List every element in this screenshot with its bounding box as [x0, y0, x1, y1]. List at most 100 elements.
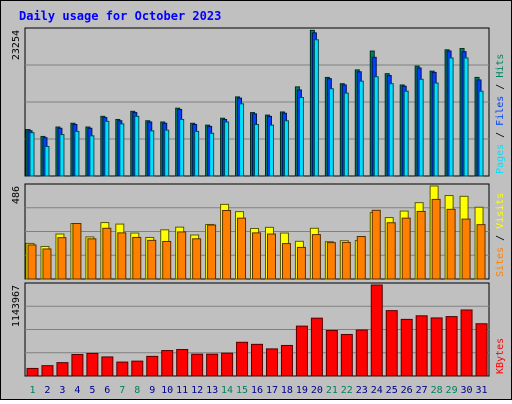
- x-tick-label-19: 19: [296, 385, 308, 396]
- bar-sites-day-23: [356, 236, 366, 280]
- bar-sites-day-31: [476, 224, 486, 280]
- chart-title: Daily usage for October 2023: [19, 9, 221, 23]
- bar-kbytes-day-21: [325, 329, 338, 377]
- x-tick-label-26: 26: [401, 385, 413, 396]
- middle-ymax-label: 486: [11, 186, 22, 204]
- bar-pages-day-6: [104, 120, 110, 177]
- bar-pages-day-16: [254, 124, 260, 177]
- bar-kbytes-day-10: [161, 350, 174, 377]
- x-tick-label-16: 16: [251, 385, 263, 396]
- bar-kbytes-day-24: [370, 284, 383, 377]
- bar-kbytes-day-14: [221, 352, 234, 377]
- bar-pages-day-20: [313, 39, 319, 177]
- x-tick-label-28: 28: [431, 385, 443, 396]
- bar-sites-day-30: [461, 218, 471, 280]
- bar-kbytes-day-26: [400, 318, 413, 377]
- bar-pages-day-12: [194, 130, 200, 177]
- bar-kbytes-day-19: [295, 325, 308, 377]
- bar-pages-day-22: [343, 92, 349, 177]
- bar-sites-day-28: [431, 198, 441, 280]
- bar-sites-day-3: [57, 237, 67, 280]
- bar-kbytes-day-23: [355, 329, 368, 377]
- bar-kbytes-day-13: [206, 353, 219, 377]
- bar-pages-day-7: [119, 123, 125, 177]
- bar-pages-day-28: [433, 82, 439, 177]
- bar-pages-day-26: [403, 90, 409, 177]
- bar-pages-day-24: [373, 76, 379, 177]
- bar-sites-day-21: [326, 242, 336, 280]
- x-tick-label-25: 25: [386, 385, 398, 396]
- x-tick-label-17: 17: [266, 385, 278, 396]
- x-tick-label-27: 27: [416, 385, 428, 396]
- bar-kbytes-day-20: [310, 317, 323, 377]
- x-tick-label-9: 9: [149, 385, 155, 396]
- x-tick-label-13: 13: [206, 385, 218, 396]
- bar-sites-day-22: [341, 241, 351, 280]
- legend-kbytes: KBytes: [495, 338, 506, 374]
- bar-kbytes-day-1: [26, 367, 39, 377]
- bar-kbytes-day-2: [41, 365, 54, 377]
- bar-kbytes-day-5: [86, 352, 99, 377]
- panel-top: 23254 Pages / Files / Hits: [11, 27, 506, 177]
- bar-pages-day-17: [268, 124, 274, 177]
- bar-sites-day-17: [266, 233, 276, 280]
- bar-sites-day-25: [386, 222, 396, 280]
- bar-pages-day-21: [328, 88, 334, 177]
- bar-sites-day-5: [87, 238, 97, 280]
- legend-sites: Sites: [495, 247, 506, 277]
- bar-sites-day-6: [102, 227, 112, 280]
- x-tick-label-10: 10: [161, 385, 173, 396]
- bar-pages-day-10: [164, 129, 170, 177]
- bar-kbytes-day-3: [56, 362, 69, 377]
- middle-legend: Sites / Visits: [495, 193, 506, 277]
- bar-kbytes-day-9: [146, 355, 159, 377]
- x-tick-label-21: 21: [326, 385, 338, 396]
- bottom-ymax-label: 1143967: [11, 285, 22, 327]
- bar-pages-day-3: [59, 134, 65, 177]
- x-tick-label-24: 24: [371, 385, 383, 396]
- bar-pages-day-29: [448, 57, 454, 177]
- bar-kbytes-day-16: [251, 343, 264, 377]
- bar-sites-day-4: [72, 223, 82, 280]
- bar-pages-day-23: [358, 80, 364, 177]
- bar-kbytes-day-22: [340, 333, 353, 377]
- top-legend-separator: /: [495, 78, 506, 96]
- bar-kbytes-day-25: [385, 310, 398, 377]
- bar-kbytes-day-7: [116, 361, 129, 377]
- x-tick-label-1: 1: [29, 385, 35, 396]
- bar-pages-day-19: [298, 97, 304, 177]
- bar-pages-day-2: [44, 145, 50, 177]
- x-tick-label-30: 30: [461, 385, 473, 396]
- top-ymax-label: 23254: [11, 30, 22, 60]
- panel-bottom: 1143967 KBytes: [11, 282, 506, 377]
- bar-sites-day-9: [147, 239, 157, 280]
- x-tick-label-8: 8: [134, 385, 140, 396]
- legend-files: Files: [495, 96, 506, 126]
- bar-sites-day-18: [281, 243, 291, 280]
- bar-kbytes-day-28: [430, 317, 443, 377]
- bar-sites-day-8: [132, 236, 142, 280]
- bar-pages-day-5: [89, 135, 95, 177]
- bar-sites-day-19: [296, 246, 306, 280]
- bar-pages-day-30: [463, 57, 469, 177]
- bar-sites-day-27: [416, 210, 426, 280]
- x-tick-label-15: 15: [236, 385, 248, 396]
- bar-kbytes-day-4: [71, 354, 84, 377]
- bar-pages-day-18: [283, 120, 289, 177]
- bar-kbytes-day-15: [236, 341, 249, 377]
- legend-pages: Pages: [495, 144, 506, 174]
- bar-sites-day-14: [222, 209, 232, 280]
- bar-pages-day-4: [74, 130, 80, 177]
- x-tick-label-6: 6: [104, 385, 110, 396]
- bar-sites-day-7: [117, 232, 127, 280]
- bar-kbytes-day-27: [415, 315, 428, 377]
- bar-sites-day-1: [27, 244, 37, 280]
- x-tick-label-14: 14: [221, 385, 233, 396]
- bar-kbytes-day-30: [460, 309, 473, 377]
- bar-sites-day-26: [401, 217, 411, 280]
- bar-kbytes-day-18: [280, 344, 293, 377]
- bar-pages-day-15: [239, 103, 245, 177]
- x-tick-label-12: 12: [191, 385, 203, 396]
